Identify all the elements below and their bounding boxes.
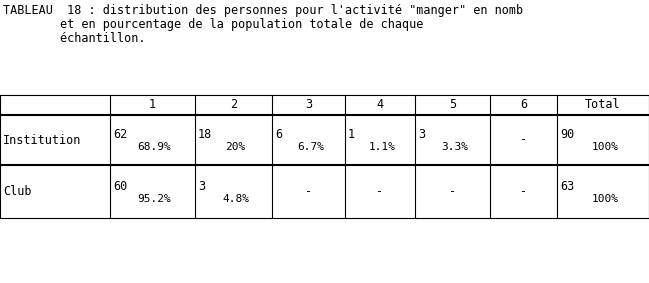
Text: 63: 63 [560,180,574,193]
Text: 3: 3 [305,98,312,112]
Text: -: - [449,185,456,198]
Text: 68.9%: 68.9% [138,142,171,152]
Text: 1: 1 [348,128,355,142]
Text: 100%: 100% [591,142,618,152]
Text: 4: 4 [376,98,384,112]
Text: TABLEAU  18 : distribution des personnes pour l'activité "manger" en nomb: TABLEAU 18 : distribution des personnes … [3,4,523,17]
Text: 4.8%: 4.8% [222,194,249,203]
Text: -: - [376,185,384,198]
Text: 18: 18 [198,128,212,142]
Text: 3: 3 [418,128,425,142]
Text: 6: 6 [520,98,527,112]
Text: 1: 1 [149,98,156,112]
Text: 5: 5 [449,98,456,112]
Text: -: - [520,185,527,198]
Text: 6.7%: 6.7% [297,142,324,152]
Text: 3: 3 [198,180,205,193]
Text: 20%: 20% [225,142,245,152]
Text: 3.3%: 3.3% [441,142,468,152]
Text: 2: 2 [230,98,237,112]
Text: -: - [520,134,527,147]
Text: 90: 90 [560,128,574,142]
Text: 6: 6 [275,128,282,142]
Text: Club: Club [3,185,32,198]
Text: 62: 62 [113,128,127,142]
Text: 60: 60 [113,180,127,193]
Text: 100%: 100% [591,194,618,203]
Text: Institution: Institution [3,134,81,147]
Text: -: - [305,185,312,198]
Text: Total: Total [585,98,621,112]
Text: 1.1%: 1.1% [369,142,395,152]
Text: et en pourcentage de la population totale de chaque: et en pourcentage de la population total… [3,18,423,31]
Text: 95.2%: 95.2% [138,194,171,203]
Text: échantillon.: échantillon. [3,32,145,45]
